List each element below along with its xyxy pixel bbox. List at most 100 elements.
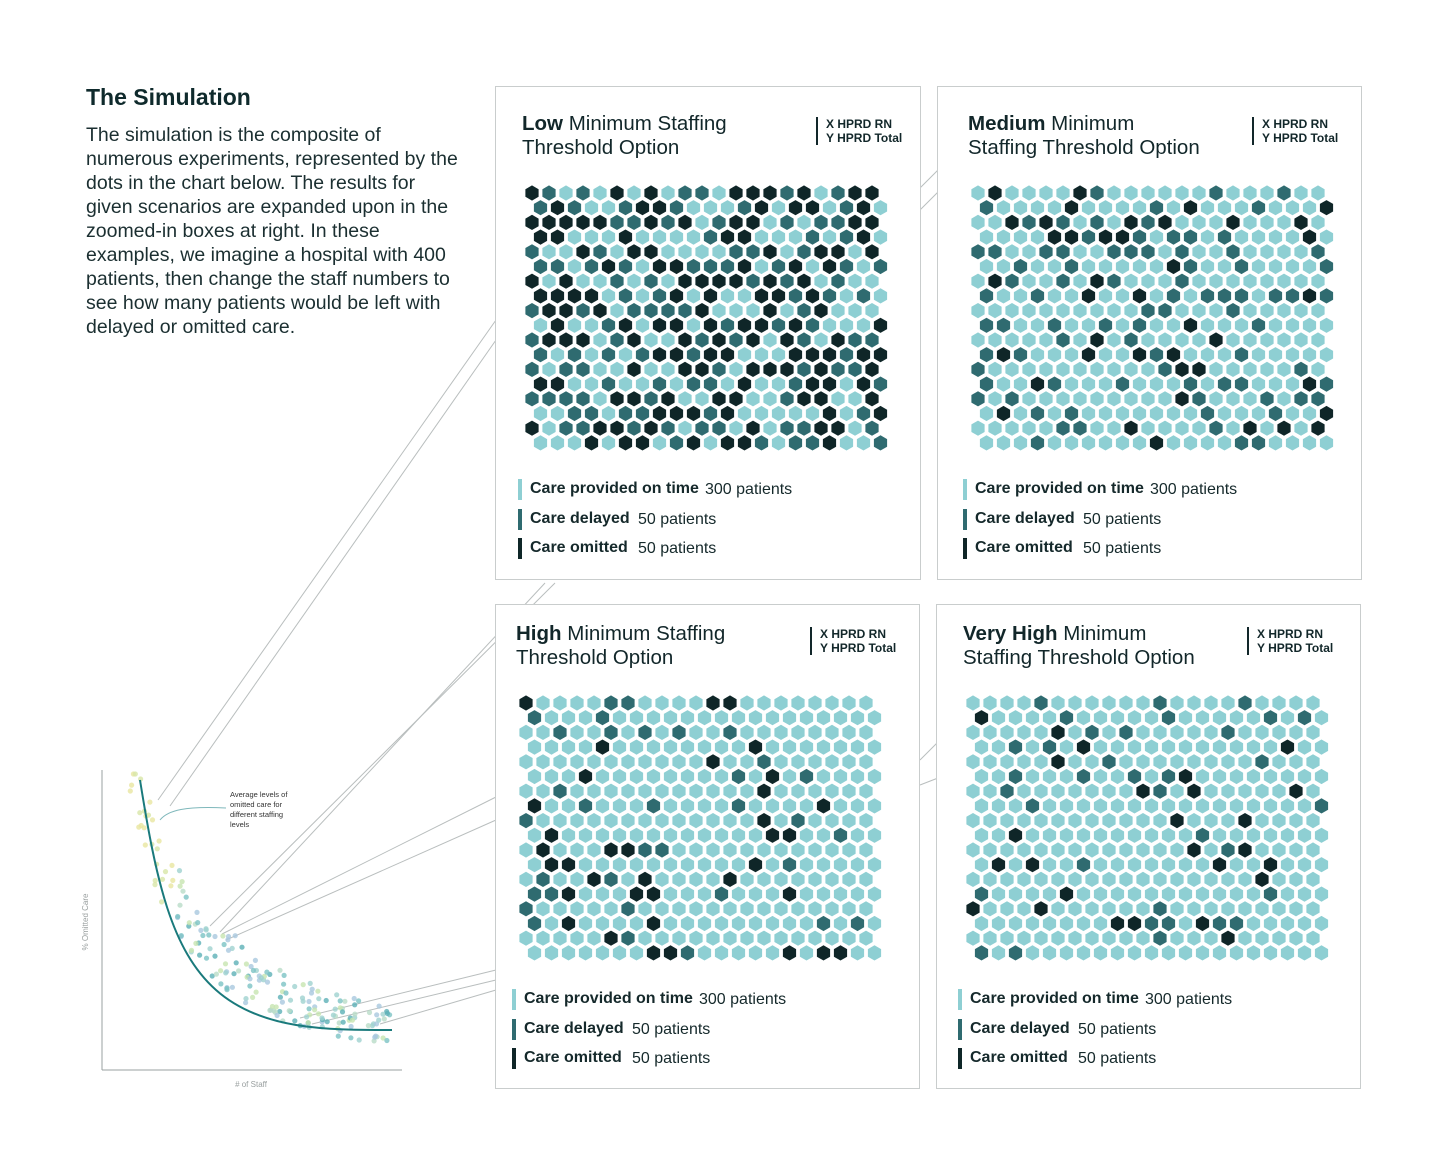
patient-on-time (1285, 258, 1300, 275)
patient-on-time (748, 915, 763, 932)
patient-on-time (867, 857, 882, 873)
patient-care-delayed (805, 317, 820, 333)
patient-on-time (1081, 405, 1096, 422)
patient-hex-grid (966, 695, 1329, 961)
patient-on-time (1153, 724, 1167, 740)
patient-on-time (799, 945, 814, 961)
patient-on-time (720, 288, 735, 304)
simulation-experiment-dot (193, 940, 199, 946)
patient-care-delayed (610, 214, 624, 230)
patient-care-delayed (1319, 288, 1334, 304)
patient-care-delayed (618, 258, 633, 275)
patient-care-omitted (729, 273, 743, 289)
patient-on-time (1187, 871, 1201, 887)
patient-on-time (1166, 435, 1181, 451)
patient-on-time (723, 930, 737, 946)
patient-on-time (1272, 871, 1286, 887)
patient-on-time (1149, 405, 1164, 422)
patient-care-omitted (822, 405, 837, 422)
patient-on-time (1302, 258, 1317, 275)
patient-on-time (1000, 871, 1014, 887)
simulation-experiment-dot (247, 983, 253, 989)
patient-care-omitted (703, 347, 718, 363)
patient-on-time (757, 871, 771, 887)
patient-on-time (1102, 783, 1116, 799)
patient-on-time (808, 901, 822, 917)
patient-on-time (757, 901, 771, 917)
patient-care-delayed (797, 361, 811, 377)
patient-on-time (991, 739, 1006, 755)
patient-care-omitted (533, 229, 548, 245)
patient-care-omitted (1039, 214, 1053, 230)
patient-care-delayed (1153, 695, 1167, 711)
patient-on-time (1119, 783, 1133, 799)
patient-on-time (791, 754, 805, 770)
patient-on-time (1294, 273, 1308, 289)
patient-on-time (553, 813, 567, 829)
patient-on-time (774, 754, 788, 770)
patient-on-time (1158, 420, 1172, 436)
patient-on-time (584, 200, 599, 216)
patient-on-time (983, 871, 997, 887)
patient-on-time (1039, 391, 1053, 407)
patient-on-time (595, 827, 610, 843)
patient-on-time (618, 376, 633, 392)
patient-on-time (1209, 273, 1223, 289)
patient-on-time (533, 405, 548, 422)
patient-on-time (859, 871, 873, 887)
patient-care-delayed (731, 768, 746, 785)
patient-care-omitted (1059, 886, 1074, 902)
patient-on-time (655, 724, 669, 740)
patient-care-omitted (669, 405, 684, 422)
patient-on-time (1243, 214, 1257, 230)
patient-care-delayed (1064, 405, 1079, 422)
patient-on-time (1107, 361, 1121, 377)
patient-on-time (655, 754, 669, 770)
patient-on-time (627, 185, 641, 201)
patient-care-delayed (873, 435, 888, 451)
patient-care-delayed (638, 842, 652, 858)
patient-on-time (1136, 813, 1150, 829)
patient-on-time (1297, 945, 1312, 961)
patient-on-time (974, 857, 989, 873)
patient-on-time (1030, 347, 1045, 363)
simulation-experiment-dot (162, 869, 169, 875)
patient-care-delayed (703, 405, 718, 422)
patient-on-time (1226, 273, 1240, 289)
patient-on-time (740, 813, 754, 829)
patient-on-time (655, 871, 669, 887)
patient-care-omitted (703, 317, 718, 333)
patient-on-time (706, 930, 720, 946)
simulation-experiment-dot (366, 1009, 373, 1016)
patient-care-delayed (1209, 420, 1223, 436)
patient-care-omitted (663, 945, 678, 961)
patient-on-time (833, 798, 848, 814)
patient-on-time (621, 813, 635, 829)
patient-on-time (1005, 244, 1019, 260)
patient-on-time (1153, 754, 1167, 770)
patient-care-delayed (1039, 244, 1053, 260)
patient-on-time (1268, 317, 1283, 333)
patient-on-time (1025, 886, 1040, 902)
simulation-experiment-dot (308, 990, 315, 996)
patient-care-delayed (814, 214, 828, 230)
patient-care-omitted (544, 857, 559, 873)
patient-care-delayed (1268, 405, 1283, 422)
simulation-experiment-dot (233, 960, 239, 966)
patient-care-delayed (536, 871, 550, 887)
patient-care-omitted (669, 347, 684, 363)
patient-care-delayed (1192, 391, 1206, 407)
patient-on-time (996, 288, 1011, 304)
panel-very-high-threshold: Very High Minimum Staffing Threshold Opti… (936, 604, 1361, 1089)
patient-on-time (1039, 332, 1053, 348)
patient-on-time (1013, 435, 1028, 451)
patient-on-time (697, 857, 712, 873)
patient-on-time (1314, 915, 1329, 932)
patient-on-time (1136, 695, 1150, 711)
patient-care-omitted (1175, 391, 1189, 407)
patient-on-time (1289, 695, 1303, 711)
patient-on-time (1175, 332, 1189, 348)
patient-on-time (765, 857, 780, 873)
patient-care-omitted (1183, 200, 1198, 216)
patient-on-time (553, 901, 567, 917)
